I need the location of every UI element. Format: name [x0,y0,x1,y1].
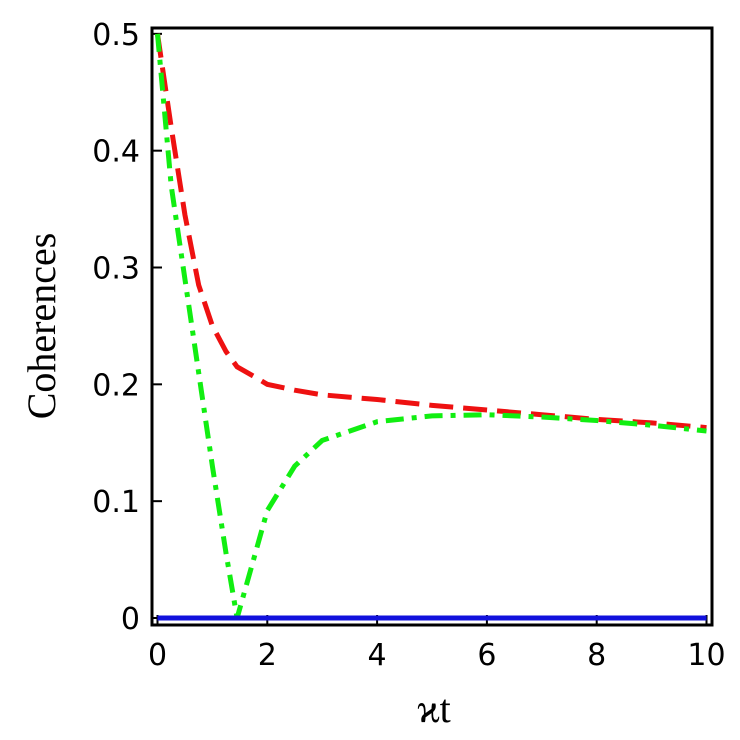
y-axis-label: Coherences [19,233,64,420]
x-tick-label: 6 [477,638,496,673]
y-tick-label: 0.4 [92,135,140,170]
x-tick-label: 10 [687,638,725,673]
x-tick-label: 8 [587,638,606,673]
data-line [155,33,707,431]
data-line [155,33,707,619]
x-tick-label: 4 [368,638,387,673]
x-tick-label: 2 [258,638,277,673]
y-tick-label: 0 [121,602,140,637]
plot-frame [150,26,714,627]
y-tick-label: 0.5 [92,18,140,53]
x-tick-label: 0 [148,638,167,673]
y-tick-label: 0.1 [92,485,140,520]
x-axis-label: ϰt [417,686,451,731]
y-tick-label: 0.3 [92,252,140,287]
y-tick-label: 0.2 [92,368,140,403]
